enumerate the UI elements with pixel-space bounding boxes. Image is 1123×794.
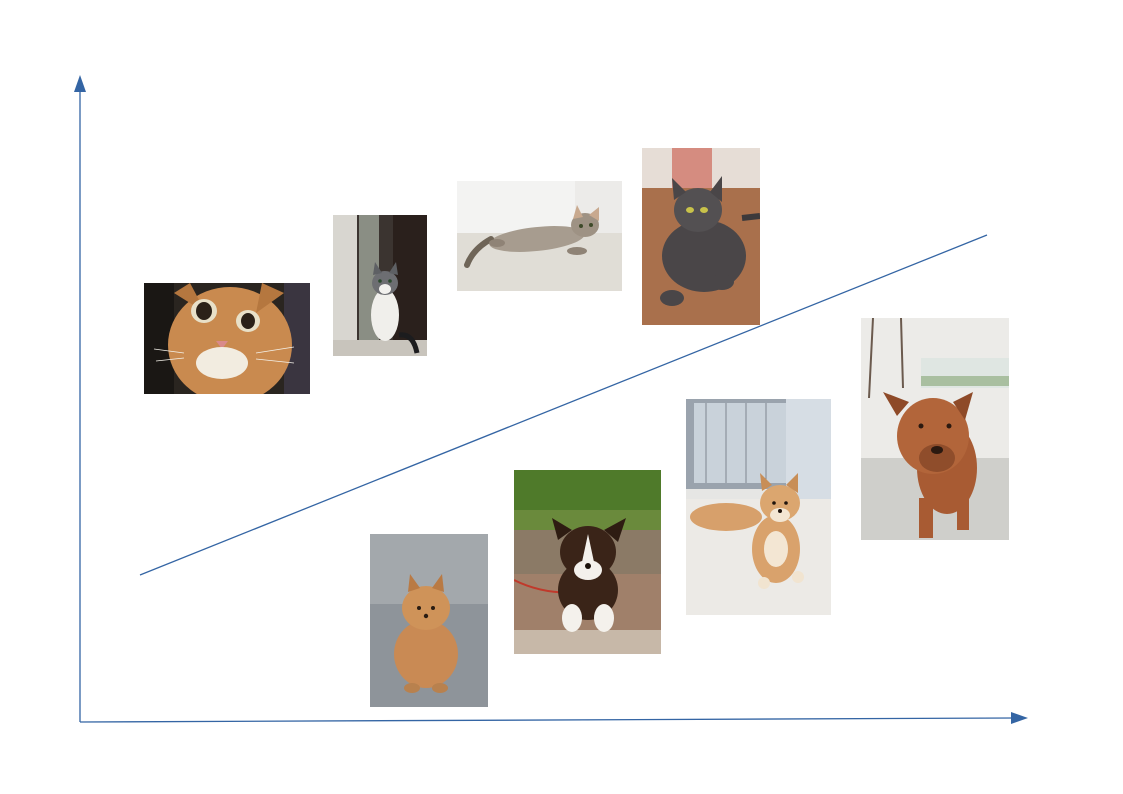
y-axis-arrowhead bbox=[74, 75, 86, 92]
x-axis bbox=[79, 717, 1015, 723]
x-axis-arrowhead bbox=[1011, 712, 1028, 724]
dog-photo-bordeaux bbox=[861, 318, 1009, 540]
cat-photo-grey-kitten bbox=[333, 215, 427, 356]
cat-photo-orange-kitten bbox=[144, 283, 310, 394]
cat-photo-grey-cat bbox=[642, 148, 760, 325]
divider-line bbox=[139, 234, 988, 576]
cat-photo-tabby-lying bbox=[457, 181, 622, 291]
dog-photo-shiba-inu bbox=[686, 399, 831, 615]
dog-photo-border-collie bbox=[514, 470, 661, 654]
dog-photo-pomeranian bbox=[370, 534, 488, 707]
